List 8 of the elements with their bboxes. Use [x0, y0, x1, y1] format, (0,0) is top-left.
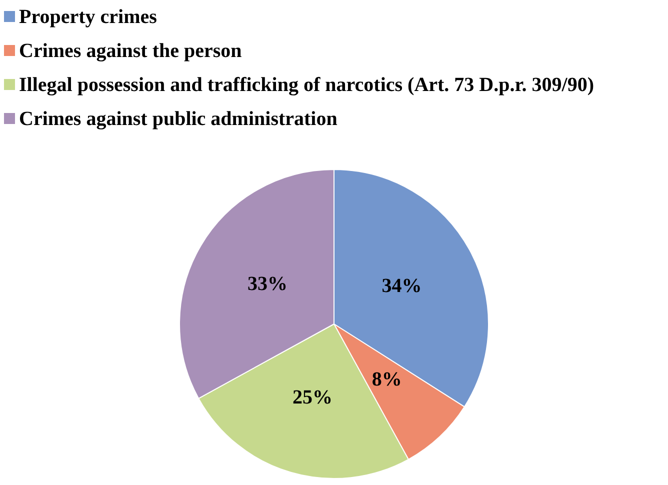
legend-label: Crimes against the person [18, 39, 243, 64]
legend-label: Illegal possession and trafficking of narcotics (Art. 73 D.p.r. 309/90) [18, 73, 594, 98]
legend-label: Property crimes [18, 5, 158, 30]
data-label: 33% [248, 272, 288, 295]
data-label: 8% [372, 368, 402, 390]
legend-label: Crimes against public administration [18, 107, 338, 132]
data-label: 34% [382, 274, 422, 297]
data-label: 25% [292, 386, 332, 408]
